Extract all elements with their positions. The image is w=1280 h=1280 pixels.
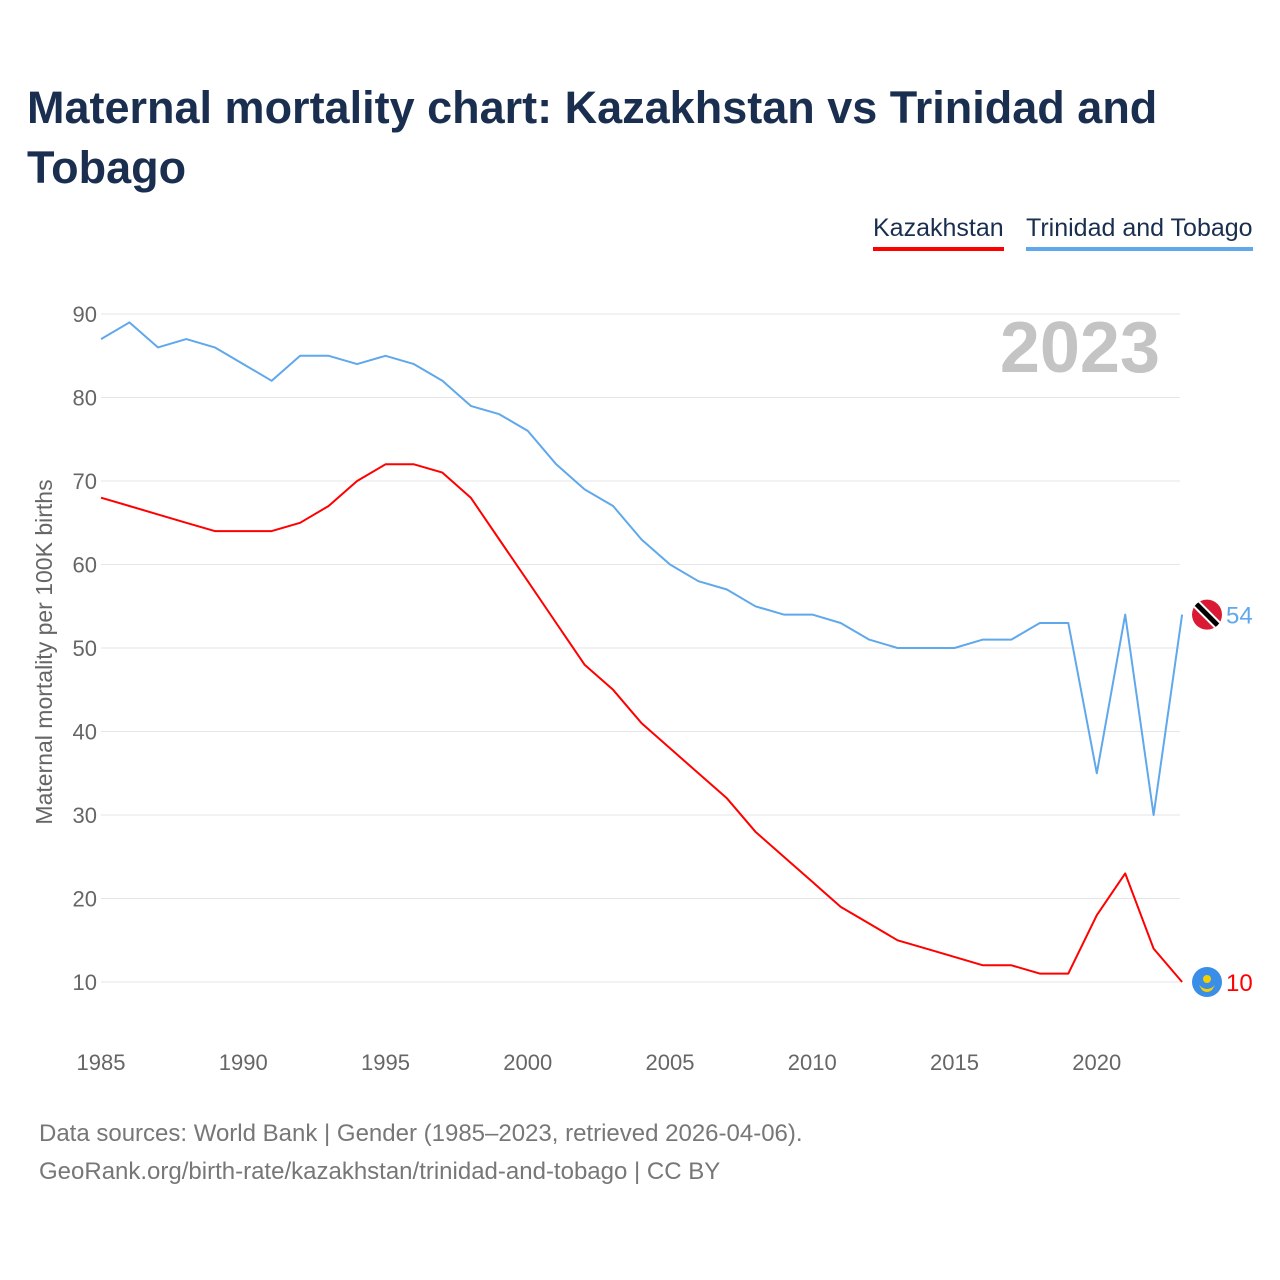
x-tick-label: 2015 (930, 1050, 979, 1075)
legend-kazakhstan[interactable]: Kazakhstan (873, 214, 1004, 251)
y-tick-label: 50 (73, 636, 97, 661)
end-value-label: 10 (1226, 970, 1253, 997)
x-tick-label: 2000 (503, 1050, 552, 1075)
x-tick-label: 2020 (1072, 1050, 1121, 1075)
flag-icon-kazakhstan (1192, 967, 1222, 997)
series-line-kazakhstan[interactable] (100, 463, 1183, 983)
legend-trinidad-and-tobago[interactable]: Trinidad and Tobago (1026, 214, 1253, 251)
flag-icon-trinidad-and-tobago (1192, 599, 1222, 630)
y-tick-label: 70 (73, 469, 97, 494)
x-tick-label: 1985 (77, 1050, 126, 1075)
x-tick-label: 1995 (361, 1050, 410, 1075)
source-note: Data sources: World Bank | Gender (1985–… (39, 1120, 803, 1147)
year-watermark: 2023 (1000, 308, 1160, 388)
x-tick-label: 2005 (646, 1050, 695, 1075)
x-tick-label: 1990 (219, 1050, 268, 1075)
series-line-trinidad-and-tobago[interactable] (100, 321, 1184, 816)
y-tick-label: 90 (73, 302, 97, 327)
y-tick-label: 40 (73, 720, 97, 745)
chart-title: Maternal mortality chart: Kazakhstan vs … (27, 82, 1158, 193)
x-tick-label: 2010 (788, 1050, 837, 1075)
y-tick-label: 30 (73, 803, 97, 828)
end-value-label: 54 (1226, 603, 1253, 630)
y-tick-label: 20 (73, 887, 97, 912)
y-tick-label: 10 (73, 970, 97, 995)
y-axis-label: Maternal mortality per 100K births (31, 479, 57, 824)
y-tick-label: 80 (73, 386, 97, 411)
y-tick-label: 60 (73, 553, 97, 578)
source-url[interactable]: GeoRank.org/birth-rate/kazakhstan/trinid… (39, 1158, 721, 1185)
